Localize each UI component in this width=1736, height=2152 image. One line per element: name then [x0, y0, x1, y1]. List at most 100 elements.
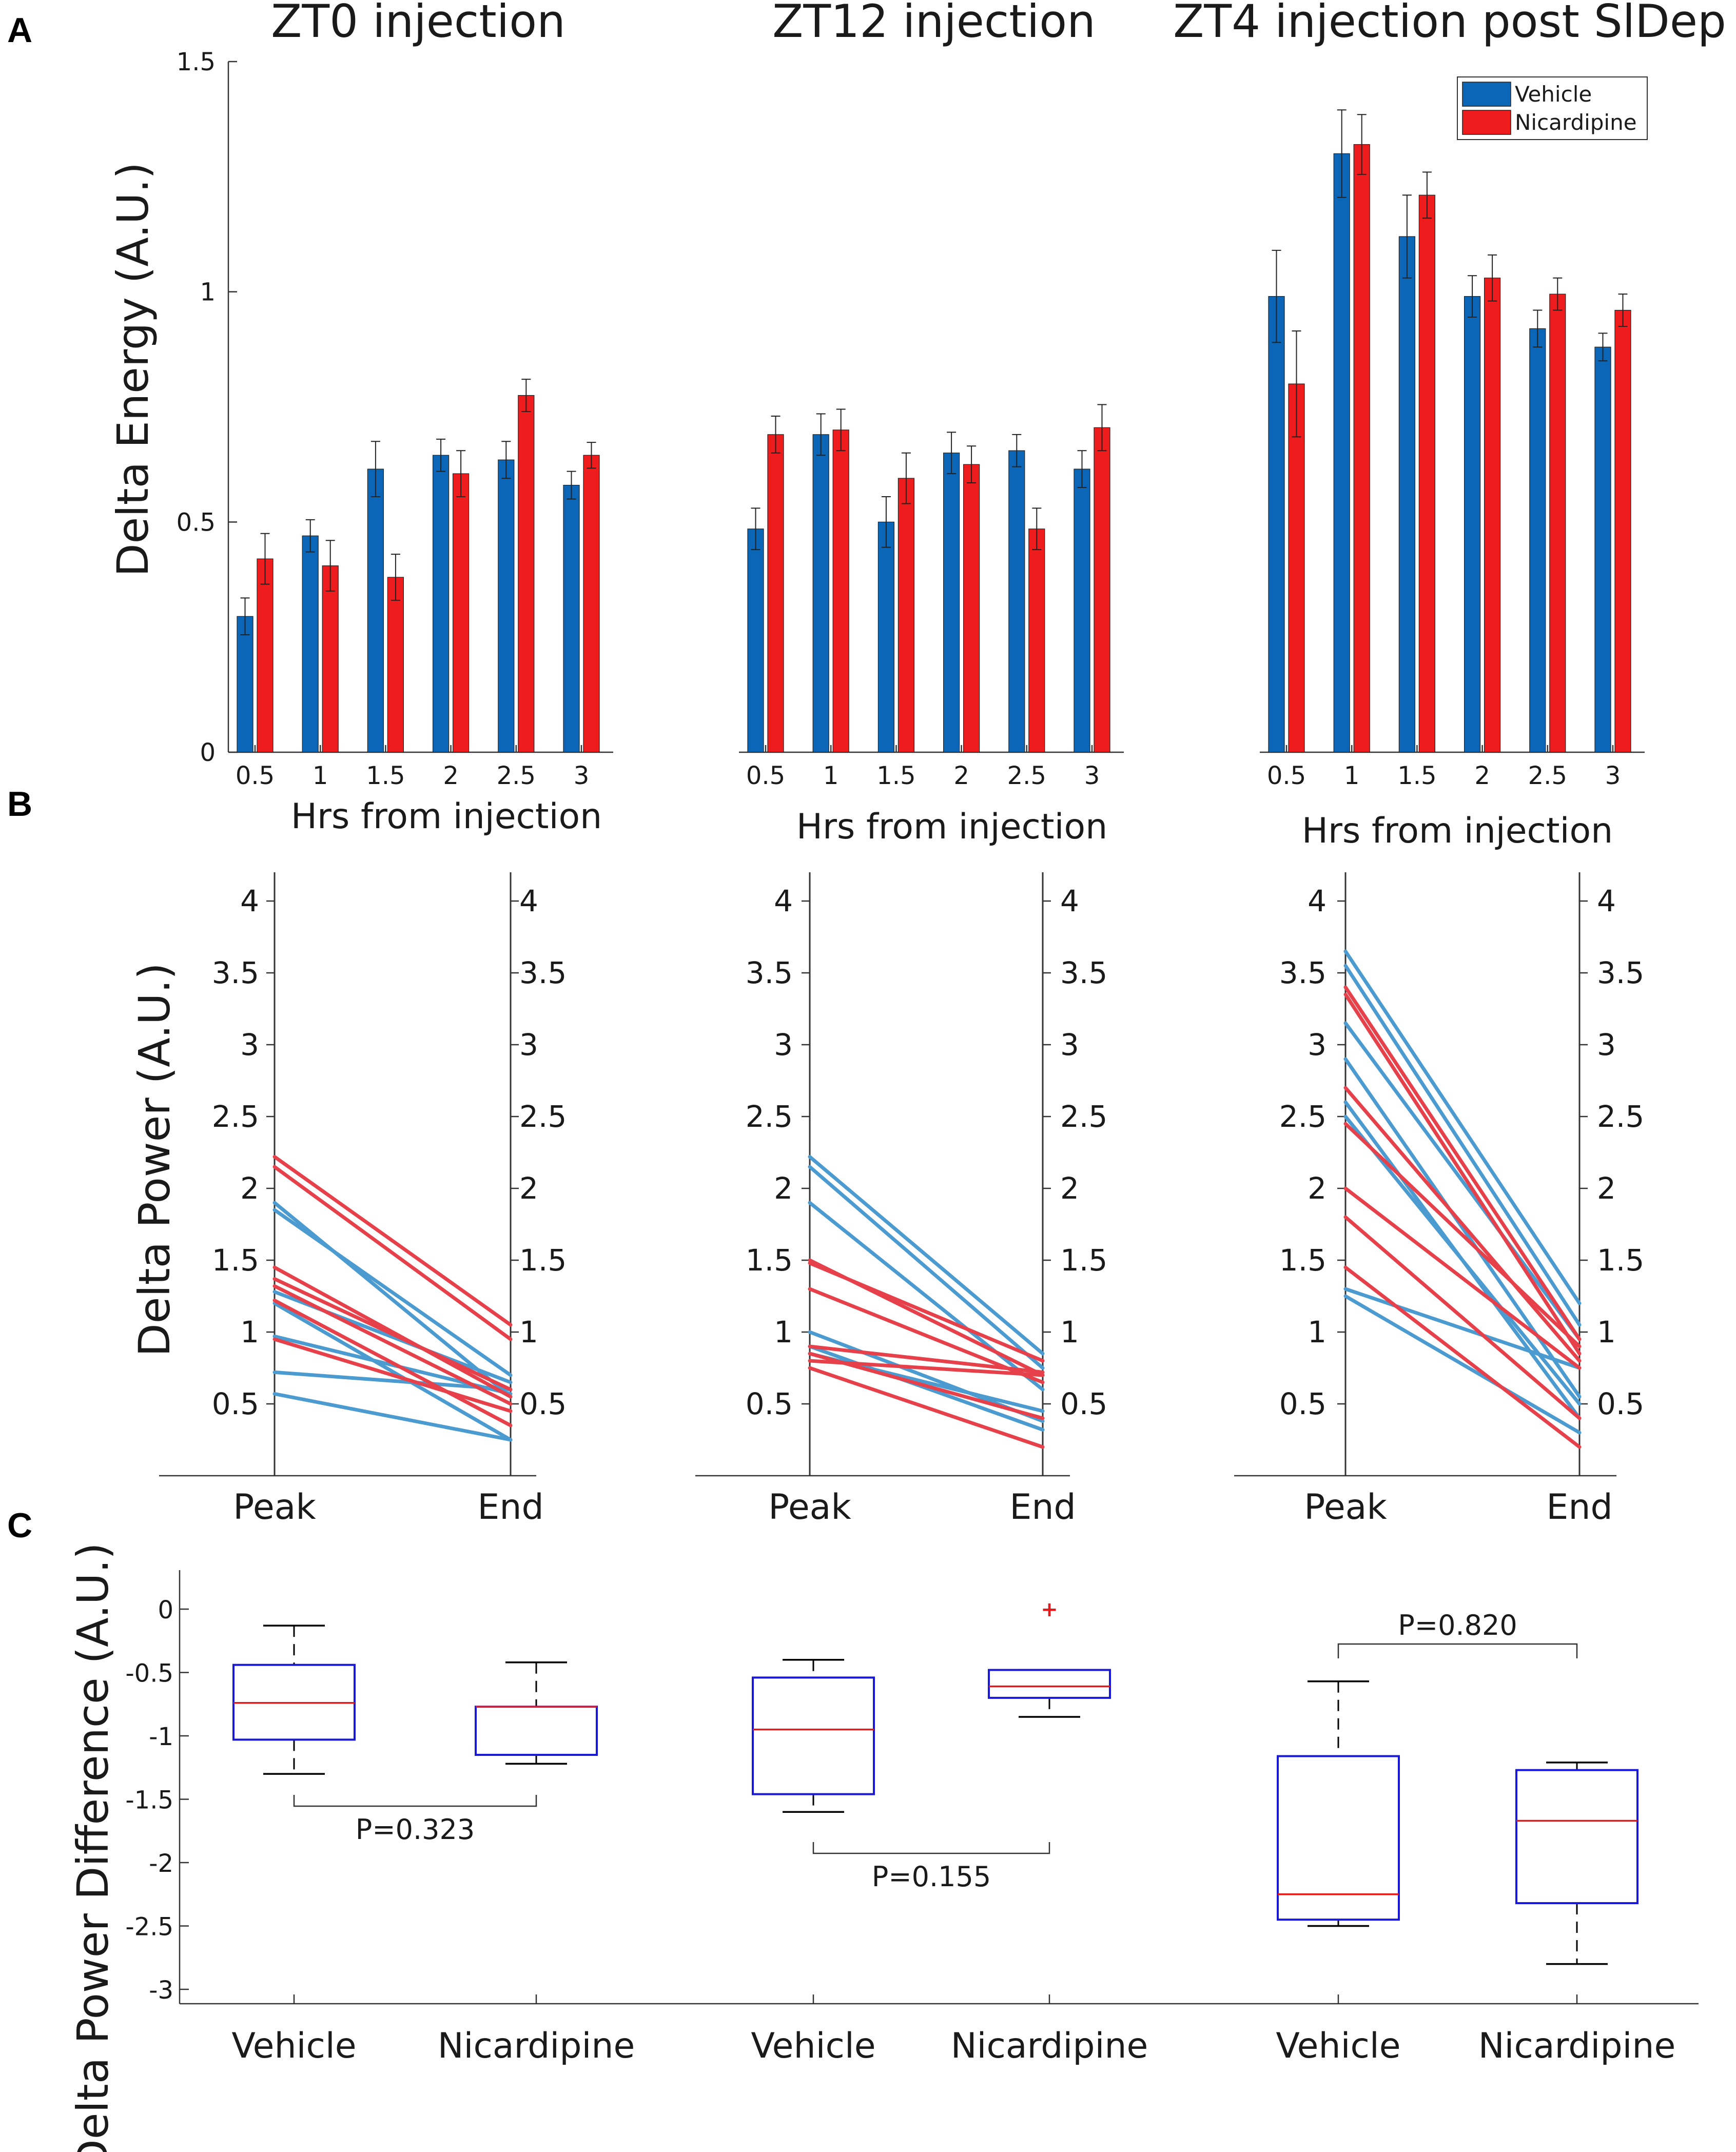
panel-b-end-tick-label: 2.5 — [1597, 1099, 1644, 1134]
panel-b-end-tick-label: 1 — [1597, 1315, 1616, 1349]
panel-b-peak-tick-label: 1 — [774, 1315, 793, 1349]
bar-vehicle — [498, 459, 515, 753]
comparison-bracket: P=0.323 — [293, 1795, 537, 1846]
panel-b-peak-tick-label: 2.5 — [746, 1099, 793, 1134]
panel-b-peak-tick-label: 2 — [1308, 1171, 1327, 1206]
panel-b: Delta Power (A.U.) 0.5 0.5 1 1 1.5 1.5 2 2 2.5 2.… — [129, 872, 1644, 1528]
panel-b-x-label-end: End — [1546, 1487, 1612, 1528]
line-nicardipine — [272, 1277, 513, 1392]
line-nicardipine — [272, 1298, 513, 1427]
panel-a-x-label-zt12: Hrs from injection — [796, 807, 1107, 847]
panel-b-end-tick-label: 3.5 — [1597, 955, 1644, 990]
box — [475, 1706, 598, 1756]
panel-b-end-tick-label: 4 — [1060, 884, 1079, 918]
panel-a-x-tick-label: 2 — [443, 761, 459, 790]
panel-b-x-label-peak: Peak — [768, 1487, 851, 1528]
panel-letter-c: C — [7, 1506, 32, 1545]
line-vehicle — [1343, 1294, 1582, 1435]
bar-vehicle — [1529, 328, 1546, 753]
panel-b-end-tick-label: 0.5 — [1597, 1386, 1644, 1421]
panel-b-end-tick-label: 2.5 — [519, 1099, 567, 1134]
bar-nicardipine — [257, 558, 274, 753]
panel-c-y-tick-label: -0.5 — [125, 1659, 173, 1688]
panel-a-bars: 0 0.5 1 1.5 0.5 1 1.5 2 2.5 3 0.5 1 1.5 2 2.5 3 0.5 1 1.5 2… — [177, 48, 1645, 790]
panel-b-peak-tick-label: 3 — [1308, 1027, 1327, 1062]
line-vehicle — [272, 1301, 513, 1442]
comparison-bracket: P=0.155 — [812, 1842, 1050, 1893]
bar-nicardipine — [767, 434, 784, 753]
bar-nicardipine — [1028, 529, 1045, 753]
legend-label-nicardipine: Nicardipine — [1515, 110, 1637, 135]
panel-c-y-tick-label: -1.5 — [125, 1786, 173, 1815]
panel-b-end-tick-label: 3 — [1597, 1027, 1616, 1062]
panel-a-x-tick-label: 3 — [1605, 761, 1621, 790]
panel-b-end-tick-label: 0.5 — [1060, 1386, 1107, 1421]
bar-nicardipine — [963, 464, 980, 753]
panel-a-x-tick-label: 1 — [823, 761, 839, 790]
panel-c-x-tick-label: Nicardipine — [1478, 2026, 1676, 2066]
line-nicardipine — [1343, 992, 1582, 1356]
panel-a-x-tick-label: 1 — [1344, 761, 1360, 790]
panel-b-peak-tick-label: 3.5 — [1279, 955, 1327, 990]
bar-vehicle — [1008, 450, 1025, 753]
panel-b-end-tick-label: 3 — [1060, 1027, 1079, 1062]
line-vehicle — [808, 1155, 1045, 1356]
panel-b-peak-tick-label: 1.5 — [212, 1243, 259, 1278]
panel-a: Delta Energy (A.U.) ZT0 injection ZT12 i… — [108, 0, 1726, 851]
bar-nicardipine — [387, 577, 404, 753]
bar-vehicle — [1333, 153, 1350, 753]
bar-nicardipine — [1484, 278, 1501, 753]
panel-a-x-tick-label: 1.5 — [366, 761, 405, 790]
panel-a-title-zt0: ZT0 injection — [271, 0, 565, 48]
line-nicardipine — [808, 1366, 1045, 1449]
bar-nicardipine — [322, 565, 339, 753]
line-vehicle — [1343, 964, 1582, 1327]
panel-b-peak-tick-label: 3 — [240, 1027, 259, 1062]
legend-label-vehicle: Vehicle — [1515, 82, 1592, 107]
panel-a-x-tick-label: 2.5 — [1528, 761, 1567, 790]
panel-a-x-tick-label: 2.5 — [497, 761, 536, 790]
line-vehicle — [1343, 1114, 1582, 1406]
panel-b-end-tick-label: 1.5 — [1597, 1243, 1644, 1278]
panel-c-x-tick-label: Nicardipine — [951, 2026, 1148, 2066]
panel-b-end-tick-label: 1.5 — [1060, 1243, 1107, 1278]
legend-swatch-nicardipine — [1462, 110, 1511, 135]
panel-b-peak-tick-label: 2.5 — [212, 1099, 259, 1134]
panel-b-end-tick-label: 2 — [519, 1171, 538, 1206]
panel-a-y-label: Delta Energy (A.U.) — [108, 162, 158, 577]
line-nicardipine — [272, 1284, 513, 1406]
line-nicardipine — [808, 1359, 1045, 1377]
panel-b-x-label-peak: Peak — [1304, 1487, 1387, 1528]
panel-a-x-label-zt0: Hrs from injection — [291, 796, 602, 837]
bar-vehicle — [302, 535, 319, 753]
panel-b-peak-tick-label: 2 — [240, 1171, 259, 1206]
panel-b-end-tick-label: 1 — [519, 1315, 538, 1349]
bracket-line — [1337, 1643, 1578, 1658]
panel-a-x-tick-label: 3 — [1084, 761, 1100, 790]
panel-b-peak-tick-label: 4 — [774, 884, 793, 918]
bar-nicardipine — [518, 395, 535, 753]
box — [1277, 1755, 1400, 1921]
panel-c-x-tick-label: Vehicle — [751, 2026, 875, 2066]
panel-b-end-tick-label: 4 — [1597, 884, 1616, 918]
panel-b-peak-tick-label: 1 — [240, 1315, 259, 1349]
panel-a-x-tick-label: 3 — [574, 761, 590, 790]
line-vehicle — [272, 1208, 513, 1377]
panel-b-end-tick-label: 2.5 — [1060, 1099, 1107, 1134]
panel-a-x-tick-label: 2 — [953, 761, 969, 790]
panel-b-x-label-end: End — [477, 1487, 543, 1528]
panel-b-end-tick-label: 2 — [1060, 1171, 1079, 1206]
panel-a-y-tick-label: 0.5 — [177, 508, 216, 537]
panel-b-peak-tick-label: 2 — [774, 1171, 793, 1206]
line-vehicle — [272, 1370, 513, 1392]
panel-b-end-tick-label: 0.5 — [519, 1386, 567, 1421]
line-vehicle — [1343, 1057, 1582, 1399]
panel-a-y-tick-label: 1.5 — [177, 48, 216, 76]
panel-c-y-tick-label: -3 — [149, 1976, 173, 2005]
bar-vehicle — [877, 521, 895, 753]
bar-nicardipine — [1418, 194, 1435, 753]
line-nicardipine — [1343, 1086, 1582, 1363]
line-nicardipine — [1343, 1265, 1582, 1449]
panel-letter-a: A — [7, 11, 32, 50]
panel-c-y-tick-label: -2 — [149, 1849, 173, 1878]
